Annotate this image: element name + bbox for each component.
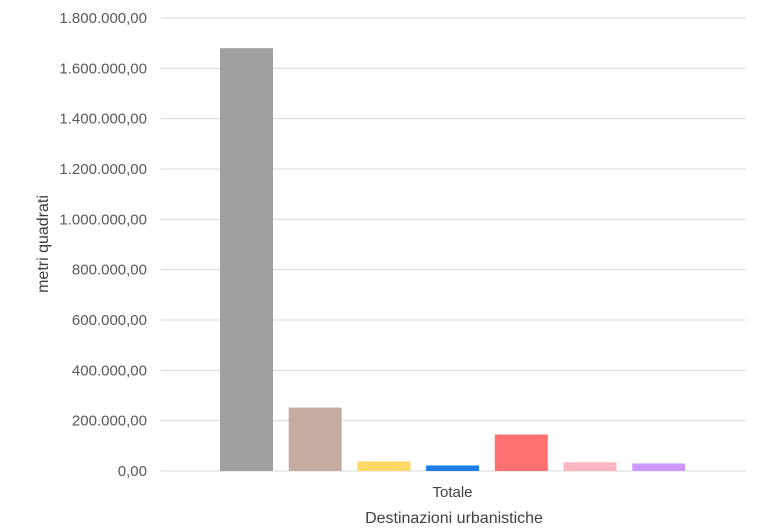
- y-tick-label: 1.600.000,00: [59, 60, 147, 77]
- y-tick-label: 1.200.000,00: [59, 161, 147, 178]
- y-axis-ticks: 0,00 200.000,00 400.000,00 600.000,00 800.00…: [59, 10, 147, 480]
- bar-series-5: [494, 434, 548, 471]
- y-tick-label: 800.000,00: [72, 262, 147, 279]
- y-tick-label: 200.000,00: [72, 413, 147, 430]
- bar-series-4: [426, 465, 480, 471]
- bar-series-7: [632, 463, 686, 471]
- x-axis-categories: Totale: [432, 484, 472, 501]
- y-tick-label: 0,00: [118, 463, 147, 480]
- x-category-label: Totale: [432, 484, 472, 501]
- y-axis-title: metri quadrati: [35, 195, 52, 293]
- bars: [220, 48, 686, 471]
- bar-series-6: [563, 462, 617, 471]
- y-tick-label: 1.400.000,00: [59, 111, 147, 128]
- y-tick-label: 1.000.000,00: [59, 211, 147, 228]
- x-axis-title: Destinazioni urbanistiche: [365, 510, 543, 527]
- bar-series-1: [220, 48, 273, 471]
- y-tick-label: 1.800.000,00: [59, 10, 147, 27]
- bar-series-3: [357, 461, 411, 471]
- y-tick-label: 400.000,00: [72, 362, 147, 379]
- y-tick-label: 600.000,00: [72, 312, 147, 329]
- bar-series-2: [288, 407, 342, 471]
